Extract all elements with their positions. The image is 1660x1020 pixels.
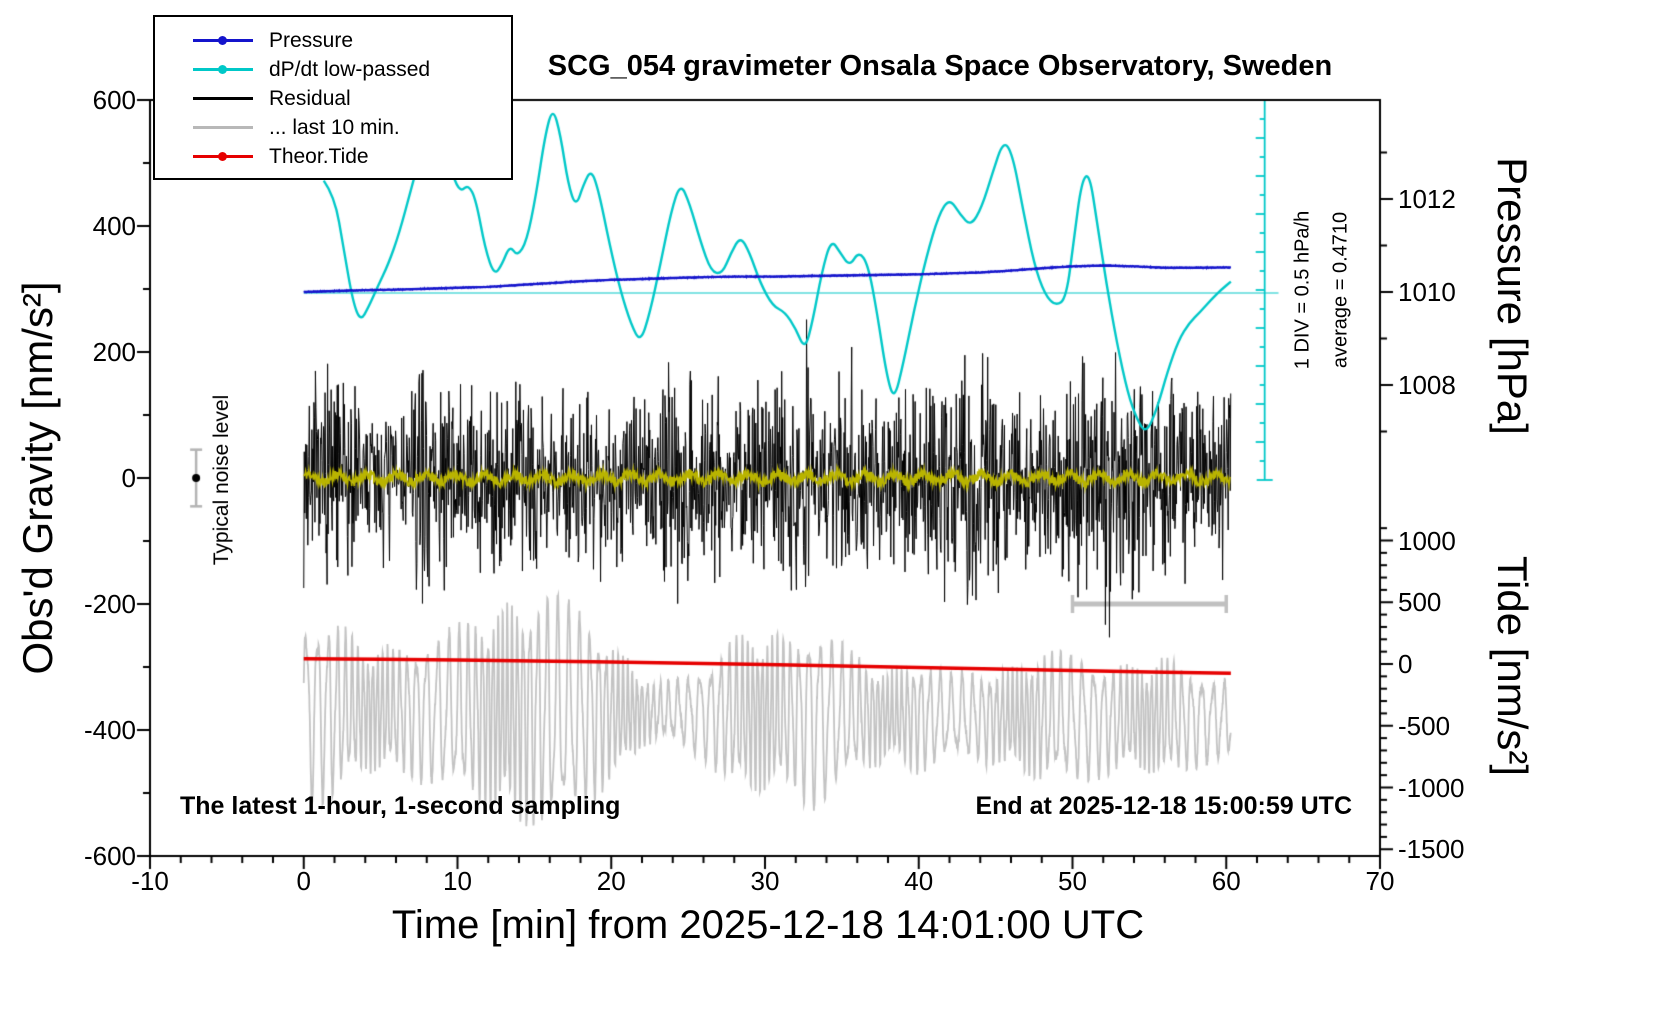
legend-marker-line-icon xyxy=(193,126,253,129)
legend-marker xyxy=(193,35,253,46)
legend-marker-dot-icon xyxy=(218,152,227,161)
legend-marker xyxy=(193,122,253,133)
pressure-axis-label: Pressure [hPa] xyxy=(1489,157,1536,435)
legend-marker xyxy=(193,151,253,162)
legend-item: ... last 10 min. xyxy=(155,113,511,142)
legend-item-label: Pressure xyxy=(269,28,354,52)
legend-item-label: dP/dt low-passed xyxy=(269,57,431,81)
average-note: average = 0.4710 xyxy=(1329,211,1352,369)
end-time-note: End at 2025-12-18 15:00:59 UTC xyxy=(975,792,1352,820)
legend-item: Pressure xyxy=(155,26,511,55)
legend-box: Pressure dP/dt low-passed Residual ... last… xyxy=(153,15,513,180)
legend-marker-line-icon xyxy=(193,97,253,100)
legend-marker-dot-icon xyxy=(218,36,227,45)
time-axis-label: Time [min] from 2025-12-18 14:01:00 UTC xyxy=(391,903,1145,947)
legend-marker-dot-icon xyxy=(218,65,227,74)
legend-item-label: Theor.Tide xyxy=(269,144,369,168)
legend-item-label: ... last 10 min. xyxy=(269,115,400,139)
gravity-axis-label: Obs'd Gravity [nm/s²] xyxy=(14,281,61,675)
legend-item-label: Residual xyxy=(269,86,351,110)
legend-item: Residual xyxy=(155,84,511,113)
div-scale-note: 1 DIV = 0.5 hPa/h xyxy=(1291,210,1314,370)
legend-item: Theor.Tide xyxy=(155,142,511,171)
tide-axis-label: Tide [nm/s²] xyxy=(1489,555,1536,777)
legend-marker xyxy=(193,64,253,75)
typical-noise-level-label: Typical noise level xyxy=(210,394,233,566)
chart-title: SCG_054 gravimeter Onsala Space Observat… xyxy=(547,50,1333,82)
sampling-note: The latest 1-hour, 1-second sampling xyxy=(180,792,621,820)
legend-item: dP/dt low-passed xyxy=(155,55,511,84)
legend-marker xyxy=(193,93,253,104)
